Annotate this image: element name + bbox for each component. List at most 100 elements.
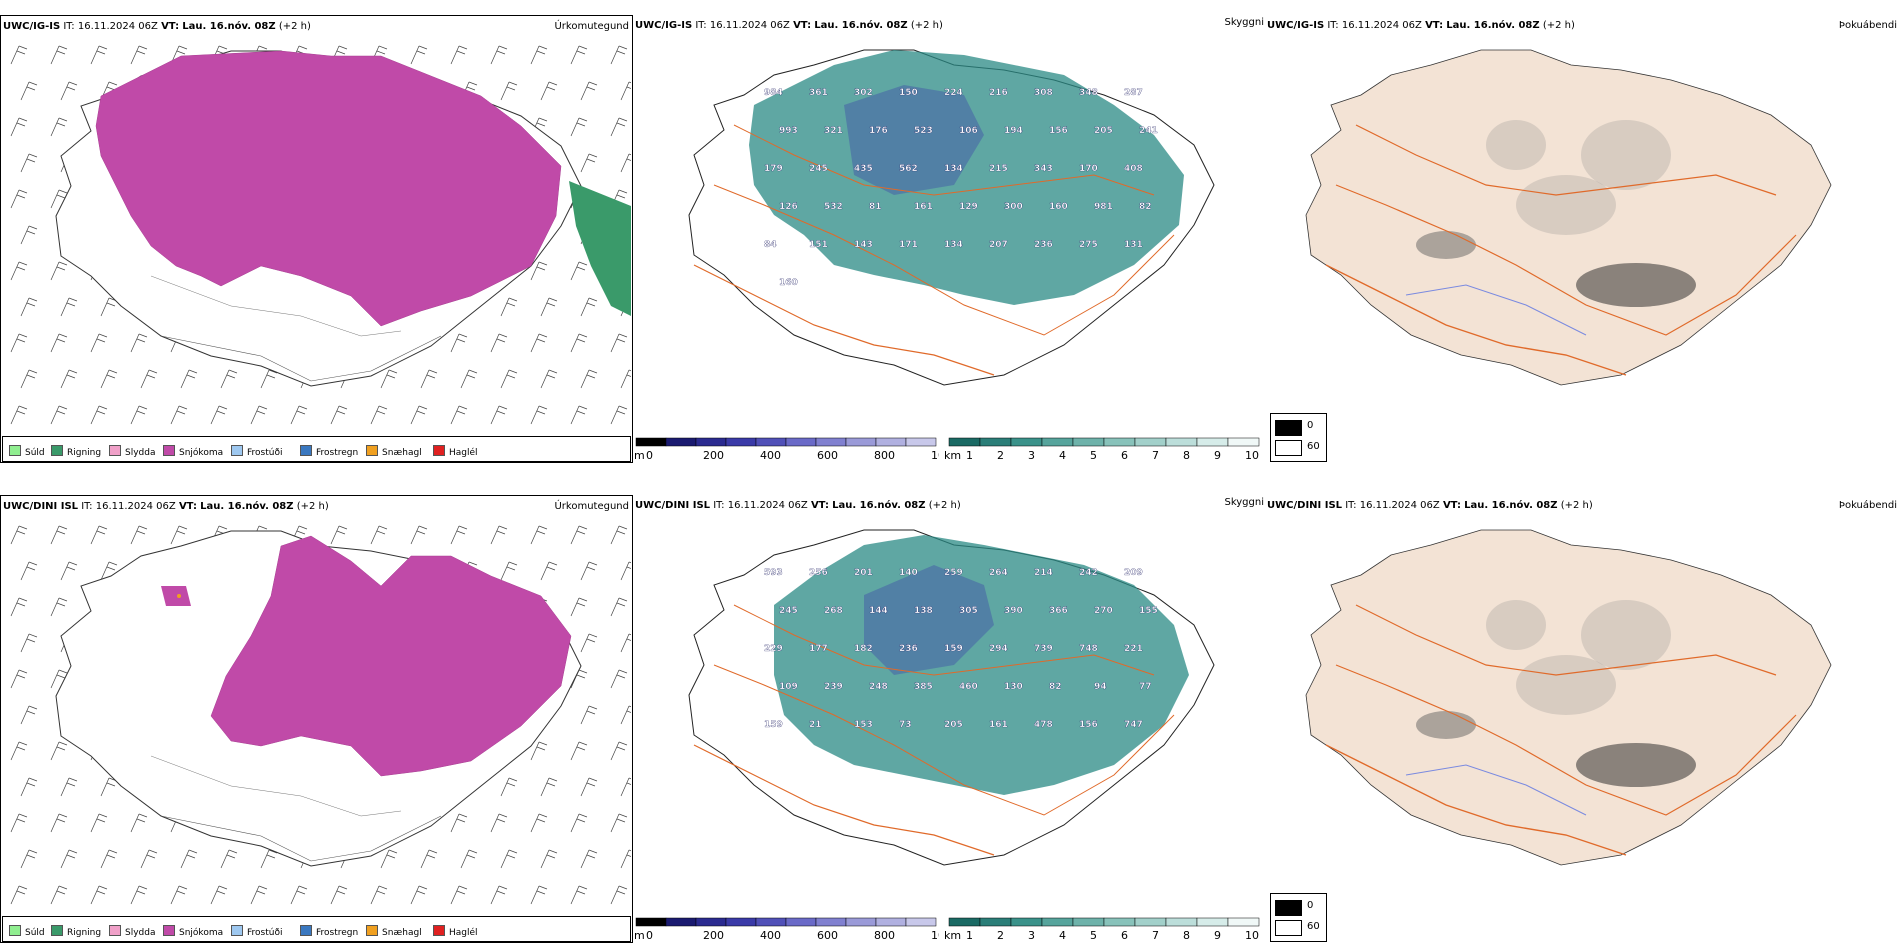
legend-label: Frostúði [247,928,283,938]
colorbar-swatch [1103,437,1136,447]
cloudbase-label: 129 [959,202,978,212]
cloudbase-label: 478 [1034,720,1053,730]
colorbar-unit: m [634,929,645,942]
legend-item: Súld [9,445,45,458]
colorbar-tick: 1000 [931,929,939,942]
wind-barb [610,117,628,137]
cloudbase-label: 177 [809,644,828,654]
cloudbase-label: 209 [1124,568,1143,578]
fog-legend: 0 60 [1270,893,1327,942]
wind-barb [260,369,278,389]
cloudbase-label: 143 [854,240,873,250]
colorbar-swatch [755,917,787,927]
fog-legend-value: 60 [1307,441,1320,452]
wind-barb [100,369,118,389]
cloudbase-label: 84 [764,240,777,250]
cloudbase-label: 408 [1124,164,1143,174]
precip-type-map [10,525,631,905]
wind-barb [580,777,598,797]
cloudbase-label: 562 [899,164,918,174]
wind-barb [100,561,118,581]
cloudbase-label: 532 [824,202,843,212]
colorbar-tick: 800 [874,449,895,462]
cloudbase-label: 109 [779,682,798,692]
cloudbase-label: 170 [1079,164,1098,174]
cloudbase-label: 256 [809,568,828,578]
legend-swatch [51,925,63,936]
wind-barb [580,849,598,869]
wind-barb [180,849,198,869]
wind-barb [20,705,38,725]
fog-legend-light-swatch [1275,440,1302,456]
fog-legend-dark-swatch [1275,900,1302,916]
fog-legend-value: 60 [1307,921,1320,932]
wind-barb [20,633,38,653]
wind-barb [530,333,548,353]
wind-barb [60,777,78,797]
colorbar-unit: km [944,449,961,462]
cloudbase-colorbar: m0 200 400 600 800 1000 [634,437,959,463]
wind-barb [220,849,238,869]
cloudbase-label: 153 [854,720,873,730]
wind-barb [370,885,388,905]
colorbar-swatch [695,437,727,447]
legend-item: Rigning [51,925,101,938]
legend-swatch [300,925,312,936]
wind-barb [50,885,68,905]
colorbar-tick: 0 [646,449,653,462]
cloudbase-label: 390 [1004,606,1023,616]
wind-barb [140,849,158,869]
wind-barb [530,405,548,425]
wind-barb [50,261,68,281]
colorbar-tick: 200 [703,449,724,462]
legend-item: Slydda [109,445,155,458]
wind-barb [60,297,78,317]
wind-barb [10,597,28,617]
panel-header: UWC/IG-IS IT: 16.11.2024 06Z VT: Lau. 16… [3,21,311,32]
wind-barb [490,45,508,65]
wind-barb [130,45,148,65]
wind-barb [260,849,278,869]
wind-barb [580,561,598,581]
wind-barb [10,189,28,209]
wind-barb [220,369,238,389]
wind-barb [20,561,38,581]
wind-barb [410,885,428,905]
colorbar-swatch [979,437,1012,447]
wind-barb [500,369,518,389]
wind-barb [210,405,228,425]
cloudbase-label: 385 [914,682,933,692]
cloudbase-label: 221 [1124,644,1143,654]
cloudbase-colorbar-swatches: m0 200 400 600 800 1000 [634,917,959,942]
cloudbase-label: 176 [869,126,888,136]
top-precip-type-panel: UWC/IG-IS IT: 16.11.2024 06Z VT: Lau. 16… [0,15,633,463]
colorbar-swatch [845,437,877,447]
cloudbase-label: 239 [824,682,843,692]
colorbar-tick: 2 [997,929,1004,942]
fog-map [1305,49,1832,386]
colorbar-swatch [815,437,847,447]
wind-barb [490,885,508,905]
panel-header: UWC/DINI ISL IT: 16.11.2024 06Z VT: Lau.… [3,501,329,512]
panel-title: Þokuábendi [1838,20,1897,31]
bottom-visibility-panel: UWC/DINI ISL IT: 16.11.2024 06Z VT: Lau.… [634,495,1264,943]
wind-barb [50,525,68,545]
panel-header: UWC/DINI ISL IT: 16.11.2024 06Z VT: Lau.… [635,500,961,511]
colorbar-tick: 2 [997,449,1004,462]
wind-barb [370,525,388,545]
colorbar-tick: 400 [760,449,781,462]
colorbar-swatch [948,437,981,447]
wind-barb [90,405,108,425]
wind-barb [570,333,588,353]
cloudbase-label: 140 [899,568,918,578]
wind-barb [610,405,628,425]
colorbar-swatch [1134,437,1167,447]
cloudbase-label: 259 [944,568,963,578]
fog-map [1305,529,1832,866]
colorbar-swatch [1196,917,1229,927]
wind-barb [580,369,598,389]
legend-label: Haglél [449,448,478,458]
wind-barb [580,153,598,173]
legend-swatch [231,445,243,456]
fog-legend-value: 0 [1307,420,1314,431]
